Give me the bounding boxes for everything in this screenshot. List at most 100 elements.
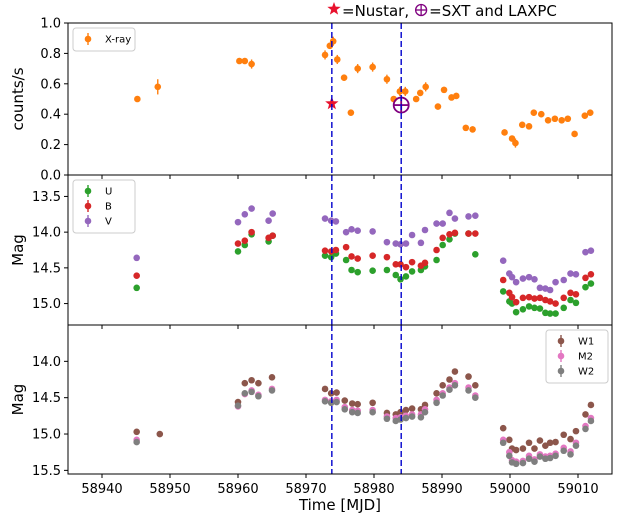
data-point [525,293,533,301]
data-point [369,267,376,275]
legend-label: B [105,202,112,213]
y-axis-label: counts/s [9,67,27,130]
data-point [536,437,544,444]
data-point [587,270,595,278]
series-u [133,230,595,317]
data-point [571,130,578,138]
data-point [567,289,574,297]
data-point [392,271,400,279]
legend-label: W1 [578,337,594,348]
data-point [329,37,337,45]
legend: W1 M2 W2 [545,329,609,384]
data-point [433,246,440,254]
x-tick-label: 58990 [421,482,462,497]
data-point [451,368,459,375]
data-point [546,310,554,317]
nustar-star-icon [327,2,341,15]
y-tick-label: 13.5 [32,190,61,205]
data-point [248,205,255,212]
data-point [525,273,533,281]
data-point [440,86,448,94]
y-tick-label: 1.0 [40,17,61,32]
legend-label: W2 [578,367,594,378]
panel-xray: 0.0 0.2 0.4 0.6 0.8 1.0 counts/s X-ray [9,17,613,184]
data-point [508,135,516,142]
data-point [537,110,545,118]
data-point [567,270,574,277]
y-tick-label: 0.8 [40,47,61,62]
data-point [348,266,355,274]
series-m2 [133,379,595,465]
data-point [542,442,549,449]
data-point [397,260,404,268]
data-point [422,83,429,91]
data-point [402,414,410,422]
x-tick-label: 58970 [285,482,326,497]
data-point [499,276,507,284]
data-point [156,430,164,438]
data-point [551,115,559,123]
data-point [446,235,453,243]
y-axis-label: Mag [9,384,27,416]
data-point [342,243,350,251]
data-point [560,304,568,312]
data-point [465,373,472,380]
data-point [402,240,410,247]
data-point [234,218,242,226]
data-point [347,109,355,116]
data-point [572,290,580,298]
data-point [587,280,595,287]
data-point [572,270,580,278]
data-point [531,275,538,283]
data-point [433,220,440,227]
nustar-annotation: =Nustar, [342,2,409,20]
data-point [354,227,361,235]
legend-marker [84,187,92,195]
y-tick-label: 14.5 [32,391,61,406]
data-point [564,115,572,123]
data-point [472,250,479,258]
data-point [512,446,520,454]
panel-uv: 14.0 14.5 15.0 15.5 58940 58950 58960 58970 5898… [9,324,613,497]
data-point [321,398,329,405]
data-point [417,414,425,421]
data-point [369,228,376,235]
data-point [354,268,361,276]
data-point [586,109,594,116]
series-w2 [133,382,595,468]
data-point [268,374,276,381]
data-point [408,413,416,420]
data-point [525,303,533,310]
data-point [512,298,520,306]
data-point [269,210,276,217]
data-point [434,103,442,110]
data-point [241,57,249,65]
data-point [248,388,255,396]
data-point [558,116,565,124]
data-point [536,284,544,292]
data-point [519,305,527,313]
nustar-marker [325,96,339,110]
y-tick-label: 15.5 [32,464,61,479]
y-tick-label: 14.5 [32,261,61,276]
data-point [567,451,574,458]
data-point [506,436,513,444]
legend-marker [84,217,92,225]
y-tick-label: 14.0 [32,226,61,241]
data-point [446,209,453,217]
data-point [241,379,249,387]
data-point [530,109,538,116]
panel-optical: 13.5 14.0 14.5 15.0 Mag UBV [9,174,613,329]
panel-frame [67,22,613,176]
y-tick-label: 0.4 [40,108,61,123]
data-point [342,228,350,236]
data-point [417,239,425,247]
data-point [433,256,440,264]
data-point [501,129,508,136]
data-point [421,408,429,416]
data-point [234,248,242,255]
data-point [332,246,340,254]
data-point [560,431,568,439]
data-point [421,226,429,234]
data-point [255,379,262,387]
